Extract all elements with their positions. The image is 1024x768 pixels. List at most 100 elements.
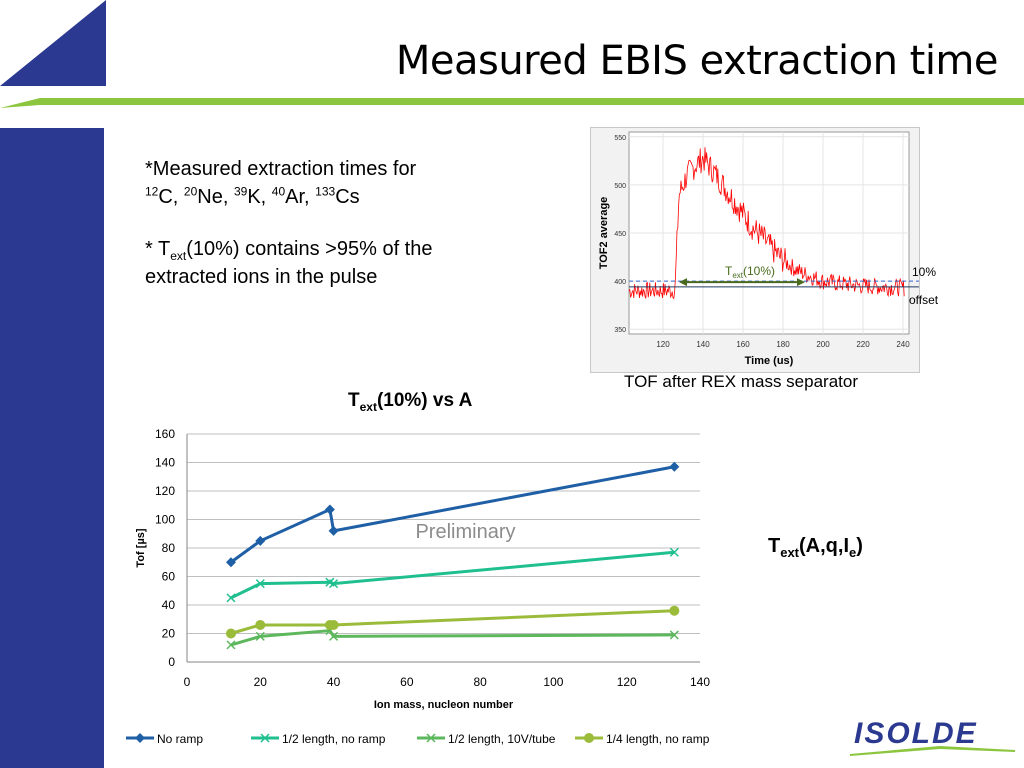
legend-marker xyxy=(426,733,436,743)
title-underline xyxy=(0,98,1024,108)
legend-label: 1/2 length, 10V/tube xyxy=(448,732,556,746)
tof-caption: TOF after REX mass separator xyxy=(624,372,858,391)
isotope-list: 12C, 20Ne, 39K, 40Ar, 133Cs xyxy=(145,184,360,208)
data-point xyxy=(324,504,335,515)
tof-x-tick-label: 160 xyxy=(736,340,750,349)
data-point xyxy=(328,619,339,630)
tof-y-tick-label: 400 xyxy=(614,279,626,286)
isotope-mass: 39 xyxy=(233,184,248,199)
series-3 xyxy=(226,626,679,650)
isotope-mass: 133 xyxy=(315,184,336,199)
isotope-mass: 40 xyxy=(271,184,286,199)
legend-marker xyxy=(584,733,594,743)
x-axis-label: Ion mass, nucleon number xyxy=(374,699,514,711)
data-point xyxy=(669,461,680,472)
data-point xyxy=(328,525,339,536)
bullet-text: *Measured extraction times for 12C, 20Ne… xyxy=(145,155,505,291)
data-point xyxy=(669,630,679,640)
data-point xyxy=(669,605,680,616)
y-tick-label: 100 xyxy=(155,513,175,527)
series-2 xyxy=(226,547,679,603)
data-point xyxy=(225,557,236,568)
bullet-1: *Measured extraction times for 12C, 20Ne… xyxy=(145,155,505,211)
tof-plot-panel: 120 140 160 180 200 220 240 350 400 450 500 550 Time… xyxy=(590,127,920,373)
tof-x-tick-label: 240 xyxy=(896,340,910,349)
tof-x-tick-label: 140 xyxy=(696,340,710,349)
logo-text: ISOLDE xyxy=(854,717,978,750)
tof-arrow-head-left xyxy=(679,278,687,287)
y-tick-label: 160 xyxy=(155,427,175,441)
isolde-logo: ISOLDE xyxy=(850,717,1015,756)
tof-text-annotation: Text(10%) xyxy=(725,264,775,280)
y-tick-label: 0 xyxy=(168,655,175,669)
y-tick-label: 40 xyxy=(162,598,176,612)
legend-marker xyxy=(260,733,270,743)
x-tick-label: 0 xyxy=(184,675,191,689)
legend-item: 1/4 length, no ramp xyxy=(575,732,710,746)
tof-x-tick-label: 120 xyxy=(656,340,670,349)
tof-y-tick-label: 550 xyxy=(614,135,626,142)
tof-text-arrow xyxy=(679,278,805,287)
tof-arrow-head-right xyxy=(797,278,805,287)
tof-x-tick-label: 180 xyxy=(776,340,790,349)
x-tick-label: 80 xyxy=(473,675,487,689)
data-point xyxy=(255,579,265,589)
formula-text: Text(A,q,Ie) xyxy=(768,535,863,560)
data-point xyxy=(329,579,339,589)
isotope-mass: 12 xyxy=(145,184,159,199)
x-tick-label: 120 xyxy=(617,675,637,689)
data-point xyxy=(226,640,236,650)
x-tick-label: 40 xyxy=(327,675,341,689)
series-1 xyxy=(225,461,680,568)
series-4 xyxy=(225,605,680,639)
tof-y-tick-label: 500 xyxy=(614,183,626,190)
isotope-mass: 20 xyxy=(183,184,198,199)
legend-item: No ramp xyxy=(126,732,203,746)
isotope-symbol: Ne, xyxy=(197,186,234,208)
x-tick-label: 60 xyxy=(400,675,414,689)
tof-y-tick-label: 350 xyxy=(614,327,626,334)
legend-marker xyxy=(135,733,145,743)
tof-x-axis-label: Time (us) xyxy=(745,355,794,367)
legend-label: 1/2 length, no ramp xyxy=(282,732,386,746)
y-tick-label: 20 xyxy=(162,627,176,641)
tof-signal-trace xyxy=(628,147,905,300)
isotope-symbol: Ar, xyxy=(285,186,316,208)
chart-title: Text(10%) vs A xyxy=(348,390,473,414)
bullet-2-line-2: extracted ions in the pulse xyxy=(145,266,378,288)
data-point xyxy=(329,631,339,641)
bullet-2: * Text(10%) contains >95% of the extract… xyxy=(145,238,433,288)
data-point xyxy=(225,628,236,639)
corner-triangle xyxy=(0,0,106,86)
bullet-1-line-1: *Measured extraction times for xyxy=(145,158,417,180)
series-line xyxy=(230,550,675,600)
data-point xyxy=(226,593,236,603)
tof-label-10pct: 10% xyxy=(912,265,937,279)
legend-label: No ramp xyxy=(157,732,203,746)
tof-x-tick-label: 200 xyxy=(816,340,830,349)
series-line xyxy=(230,629,675,647)
x-tick-label: 20 xyxy=(254,675,268,689)
tof-y-axis-label: TOF2 average xyxy=(598,197,610,270)
data-point xyxy=(255,619,266,630)
sidebar-band xyxy=(0,128,104,768)
tof-label-offset: offset xyxy=(909,293,939,307)
y-tick-label: 80 xyxy=(162,541,176,555)
isotope-symbol: Cs xyxy=(335,186,360,208)
y-tick-label: 140 xyxy=(155,456,175,470)
legend-item: 1/2 length, 10V/tube xyxy=(417,732,556,746)
slide-title: Measured EBIS extraction time xyxy=(395,38,999,84)
tof-x-tick-label: 220 xyxy=(856,340,870,349)
tof-y-tick-label: 450 xyxy=(614,231,626,238)
x-tick-label: 100 xyxy=(543,675,563,689)
isotope-symbol: C, xyxy=(158,186,184,208)
legend-item: 1/2 length, no ramp xyxy=(251,732,386,746)
y-axis-label: Tof [µs] xyxy=(135,528,147,567)
y-tick-label: 120 xyxy=(155,484,175,498)
tof-plot: 120 140 160 180 200 220 240 350 400 450 500 550 Time… xyxy=(598,131,919,367)
isotope-symbol: K, xyxy=(247,186,272,208)
data-point xyxy=(255,631,265,641)
legend-label: 1/4 length, no ramp xyxy=(606,732,710,746)
preliminary-watermark: Preliminary xyxy=(415,521,515,543)
data-point xyxy=(669,547,679,557)
